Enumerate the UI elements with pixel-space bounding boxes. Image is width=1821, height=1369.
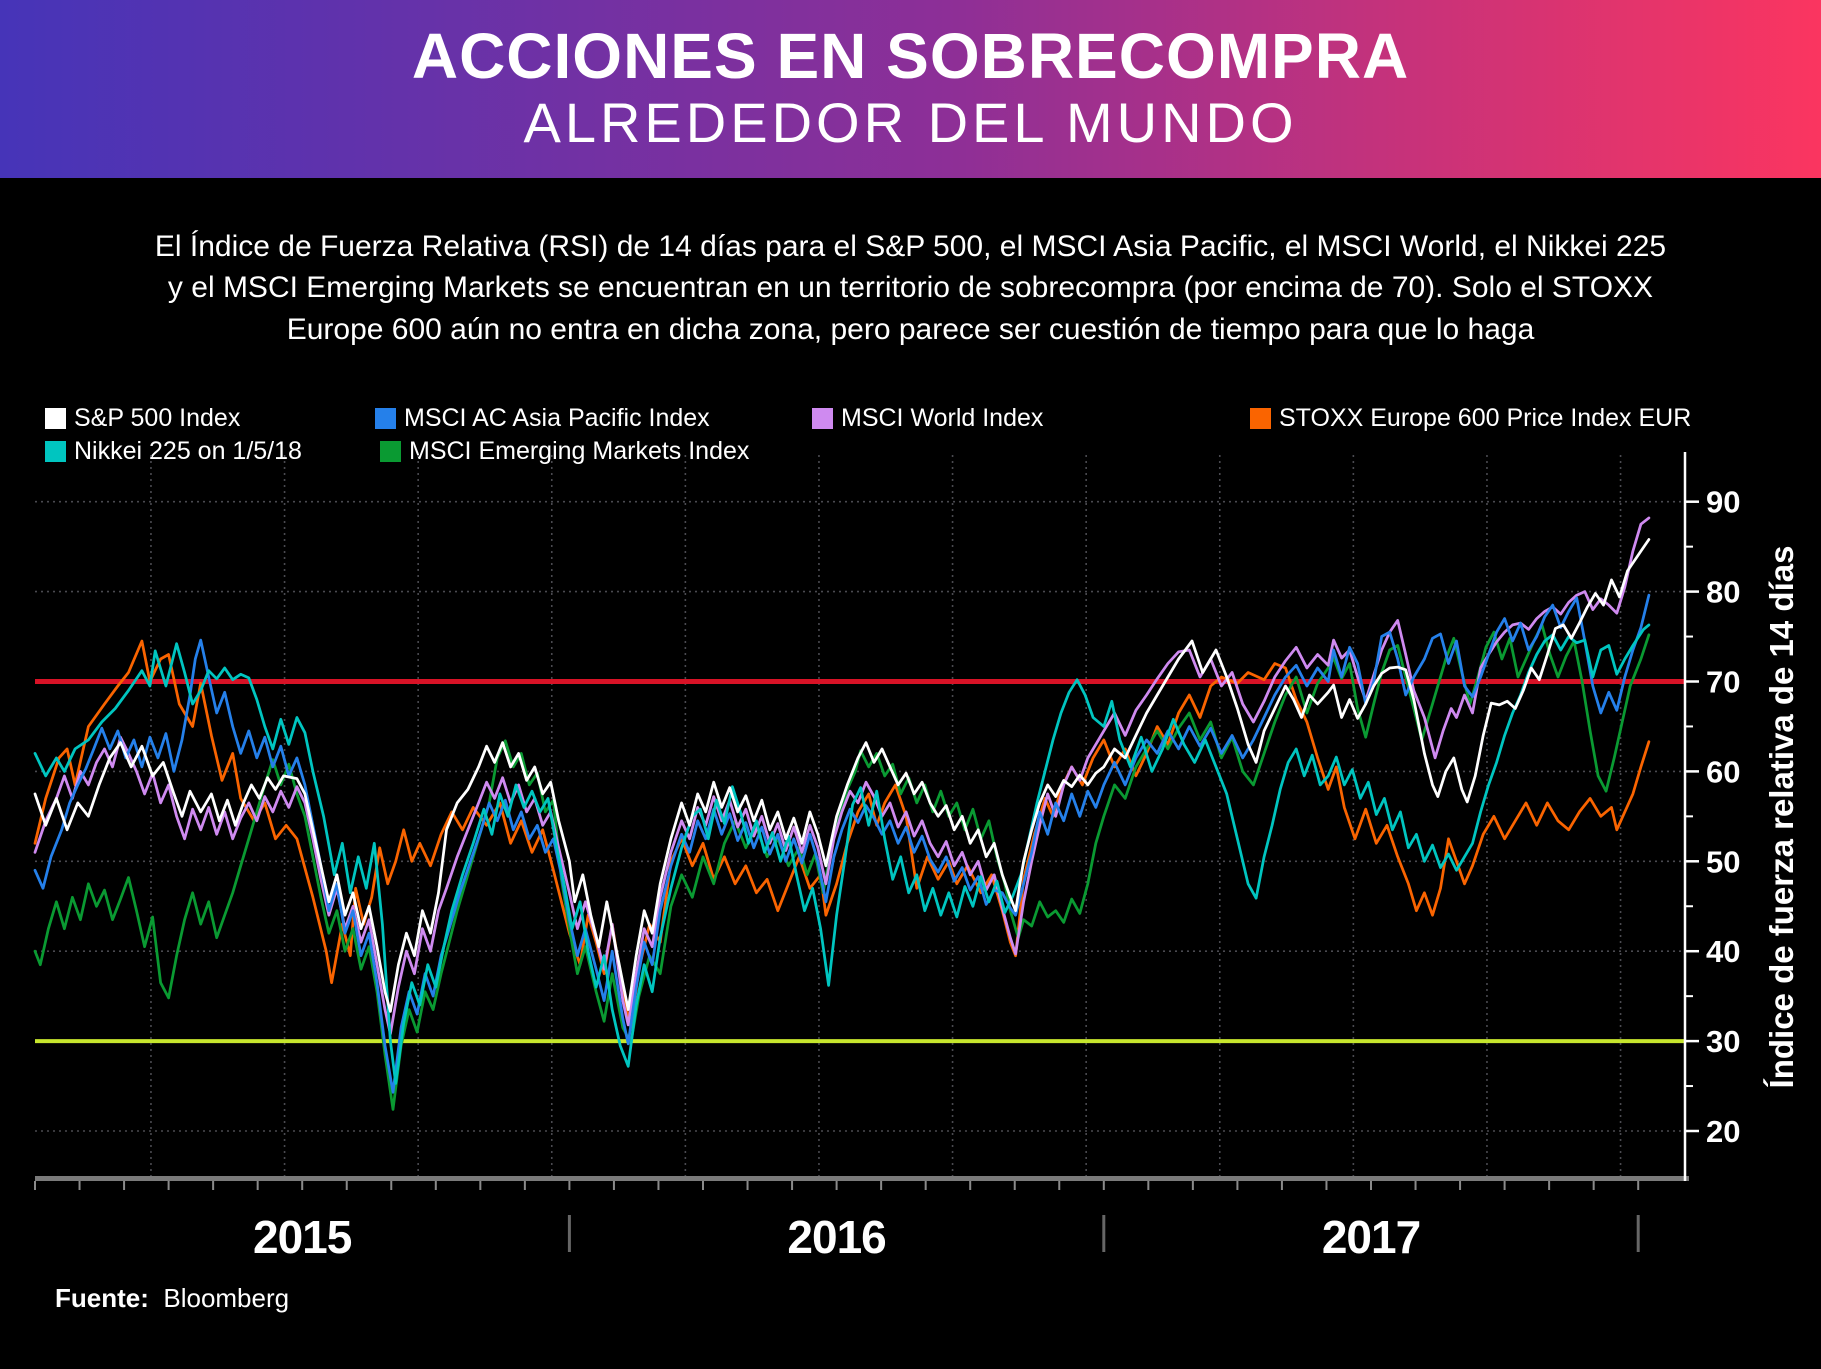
- y-tick-label: 60: [1706, 754, 1740, 789]
- y-tick-label: 80: [1706, 575, 1740, 610]
- source-line: Fuente: Bloomberg: [55, 1283, 289, 1314]
- series-line: [33, 639, 1651, 1029]
- series-line: [33, 538, 1651, 1013]
- series-line: [33, 593, 1651, 1094]
- x-axis-year-label: 2015: [253, 1211, 352, 1263]
- chart-description: El Índice de Fuerza Relativa (RSI) de 14…: [154, 230, 1667, 346]
- source-value: Bloomberg: [163, 1283, 290, 1313]
- y-tick-label: 40: [1706, 934, 1740, 969]
- x-axis-year-label: 2017: [1322, 1211, 1420, 1263]
- page-subtitle: ALREDEDOR DEL MUNDO: [523, 91, 1298, 155]
- x-axis-year-label: 2016: [787, 1211, 885, 1263]
- y-tick-label: 30: [1706, 1024, 1740, 1059]
- y-tick-label: 70: [1706, 665, 1740, 700]
- header-banner: ACCIONES EN SOBRECOMPRA ALREDEDOR DEL MU…: [0, 0, 1821, 178]
- y-tick-label: 90: [1706, 485, 1740, 520]
- y-tick-label: 50: [1706, 844, 1740, 879]
- y-axis-title: Índice de fuerza relativa de 14 días: [1763, 546, 1800, 1089]
- source-label: Fuente:: [55, 1283, 149, 1313]
- y-tick-label: 20: [1706, 1114, 1740, 1149]
- x-axis-line: [35, 1176, 1689, 1181]
- series-line: [33, 623, 1651, 1085]
- page-title: ACCIONES EN SOBRECOMPRA: [411, 19, 1410, 92]
